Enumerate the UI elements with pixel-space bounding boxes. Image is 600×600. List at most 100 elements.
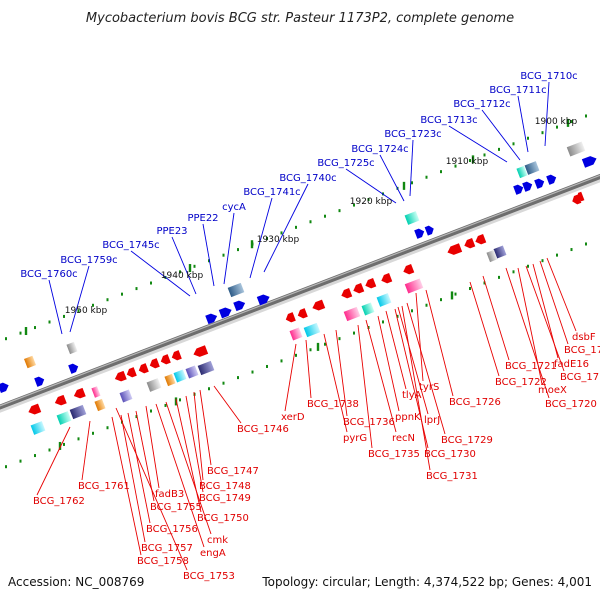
scale-tick <box>324 214 326 218</box>
scale-tick <box>280 231 283 235</box>
label-leader <box>385 310 407 390</box>
reverse-gene <box>365 278 377 289</box>
scale-tick <box>541 131 544 135</box>
scale-tick <box>5 337 7 341</box>
feature-box <box>404 278 424 294</box>
scale-tick <box>77 309 80 313</box>
label-leader <box>539 260 569 345</box>
label-leader <box>199 389 212 466</box>
scale-tick <box>63 314 65 318</box>
feature-box <box>493 245 507 259</box>
feature-box <box>516 165 528 179</box>
label-leader <box>81 420 91 481</box>
label-leader <box>401 305 431 471</box>
label-leader <box>202 223 215 287</box>
scale-tick <box>309 348 312 352</box>
map-title: Mycobacterium bovis BCG str. Pasteur 117… <box>86 11 514 26</box>
reverse-gene <box>341 288 353 299</box>
gene-label-bottom: BCG_1726 <box>449 397 501 408</box>
label-leader <box>546 257 577 332</box>
accession-label: Accession: NC_008769 <box>8 575 144 589</box>
label-leader <box>263 183 309 273</box>
scale-tick <box>309 220 312 224</box>
feature-box <box>361 302 375 316</box>
label-leader <box>448 125 508 163</box>
track-layer <box>0 114 600 469</box>
scale-tick <box>77 437 80 441</box>
gene-label-bottom: BCG_1746 <box>237 424 289 435</box>
gene-label-bottom: BCG_1716 <box>564 345 600 356</box>
scale-tick <box>5 465 7 469</box>
scale-tick <box>179 270 181 274</box>
reverse-gene <box>149 358 160 369</box>
label-leader <box>345 168 397 204</box>
label-leader <box>165 401 212 535</box>
scale-tick <box>338 337 341 341</box>
gene-label-bottom: tlyA <box>402 390 422 401</box>
scale-tick <box>498 147 500 151</box>
reverse-gene <box>353 283 365 294</box>
gene-label-bottom: BCG_1736 <box>343 417 395 428</box>
scale-tick <box>48 448 51 452</box>
label-leader <box>135 410 155 502</box>
backbone-highlight <box>0 174 600 407</box>
scale-tick <box>440 170 442 174</box>
scale-tick <box>121 292 123 296</box>
gene-label-bottom: pyrG <box>343 433 367 444</box>
scale-major-tick <box>566 118 570 127</box>
label-leader <box>185 395 204 493</box>
label-leader <box>406 302 446 435</box>
label-leader <box>415 292 424 382</box>
gene-label-bottom: BCG_1718 <box>560 372 600 383</box>
gene-label-top: cycA <box>222 202 246 213</box>
scale-tick <box>266 364 268 368</box>
scale-major-tick <box>471 155 475 164</box>
gene-label-bottom: BCG_1747 <box>207 466 259 477</box>
scale-tick <box>367 197 370 201</box>
gene-label-bottom: BCG_1729 <box>441 435 493 446</box>
scale-tick <box>150 281 152 285</box>
scale-tick <box>48 320 51 324</box>
scale-major-tick <box>188 264 192 273</box>
scale-tick <box>92 303 94 307</box>
gene-label-bottom: BCG_1749 <box>199 493 251 504</box>
genome-backbone <box>0 173 600 410</box>
gene-label-bottom: cmk <box>207 535 228 546</box>
label-leader <box>155 403 205 548</box>
scale-tick <box>570 120 573 124</box>
forward-gene <box>513 184 524 195</box>
forward-gene <box>414 228 425 239</box>
scale-tick <box>382 320 384 324</box>
label-leader <box>305 339 312 399</box>
label-leader <box>469 281 500 377</box>
scale-tick <box>512 142 515 146</box>
reverse-gene <box>193 345 209 357</box>
gene-label-top: BCG_1713c <box>420 115 477 126</box>
label-leader <box>193 391 204 481</box>
label-leader <box>223 212 235 285</box>
gene-label-bottom: tyrS <box>419 382 439 393</box>
feature-box <box>566 141 586 157</box>
gene-label-top: PPE23 <box>156 226 187 237</box>
label-leader <box>505 267 550 399</box>
gene-label-top: BCG_1725c <box>317 158 374 169</box>
reverse-gene <box>447 243 463 255</box>
scale-tick <box>570 248 573 252</box>
scale-tick <box>469 159 471 163</box>
label-leader <box>120 414 146 543</box>
gene-label-bottom: BCG_1730 <box>424 449 476 460</box>
label-leader <box>365 319 397 433</box>
reverse-gene <box>160 354 171 365</box>
gene-label-top: BCG_1723c <box>384 129 441 140</box>
label-leader <box>213 385 242 424</box>
genome-summary: Topology: circular; Length: 4,374,522 bp… <box>261 575 592 589</box>
reverse-gene <box>28 403 42 415</box>
feature-box <box>524 161 540 175</box>
label-leader <box>335 329 348 417</box>
label-leader <box>409 139 414 197</box>
gene-label-bottom: BCG_1757 <box>141 543 193 554</box>
label-leader <box>249 197 273 279</box>
reverse-gene <box>381 273 393 284</box>
gene-label-bottom: fadB3 <box>155 489 184 500</box>
